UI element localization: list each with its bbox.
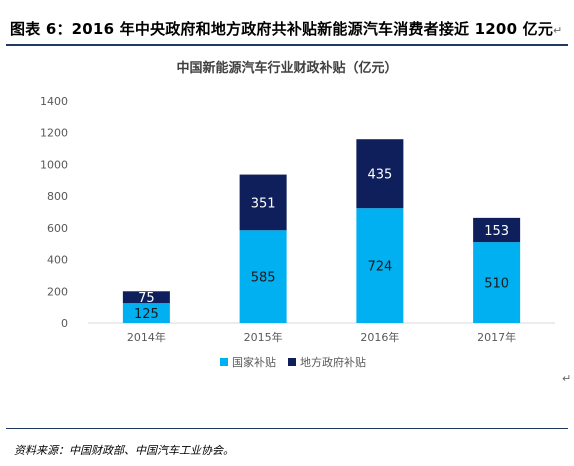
y-tick-label: 600	[47, 222, 68, 235]
data-label: 75	[138, 291, 155, 306]
figure-caption: 图表 6：2016 年中央政府和地方政府共补贴新能源汽车消费者接近 1200 亿…	[10, 18, 570, 39]
data-label: 510	[484, 277, 509, 292]
y-tick-label: 400	[47, 254, 68, 267]
bar-national	[473, 242, 521, 323]
bar-national	[239, 230, 287, 323]
caption-divider	[6, 44, 568, 46]
source-note: 资料来源：中国财政部、中国汽车工业协会。	[14, 444, 234, 457]
legend-label: 地方政府补贴	[300, 355, 366, 369]
legend-swatch-national	[220, 358, 228, 366]
y-tick-label: 200	[47, 285, 68, 298]
bar-national	[356, 208, 404, 323]
legend-label: 国家补贴	[232, 355, 276, 369]
figure-caption-text: 图表 6：2016 年中央政府和地方政府共补贴新能源汽车消费者接近 1200 亿…	[10, 20, 554, 38]
bar-local	[473, 217, 521, 243]
y-tick-label: 0	[61, 317, 68, 330]
stacked-bar-chart: 中国新能源汽车行业财政补贴（亿元） 0 200 400 600 800 1000 1200 14…	[40, 60, 555, 369]
data-label: 435	[367, 168, 392, 183]
data-label: 125	[134, 307, 159, 322]
bar-national	[122, 303, 170, 323]
data-label: 585	[251, 271, 276, 286]
y-tick-label: 800	[47, 190, 68, 203]
bar-local	[356, 139, 404, 209]
legend-swatch-local	[288, 358, 296, 366]
caption-return-mark: ↵	[553, 24, 563, 37]
bar-local	[122, 291, 170, 304]
x-tick-label: 2017年	[477, 330, 516, 344]
x-tick-label: 2016年	[360, 330, 399, 344]
y-tick-label: 1400	[40, 95, 68, 108]
y-tick-label: 1000	[40, 158, 68, 171]
y-tick-label: 1200	[40, 127, 68, 140]
source-divider	[6, 428, 568, 429]
x-tick-label: 2015年	[244, 330, 283, 344]
data-label: 351	[251, 196, 276, 211]
data-label: 153	[484, 224, 509, 239]
paragraph-return-mark: ↵	[562, 372, 572, 385]
data-label: 724	[367, 260, 392, 275]
x-tick-label: 2014年	[127, 330, 166, 344]
chart-title: 中国新能源汽车行业财政补贴（亿元）	[176, 60, 397, 76]
bar-local	[239, 174, 287, 231]
